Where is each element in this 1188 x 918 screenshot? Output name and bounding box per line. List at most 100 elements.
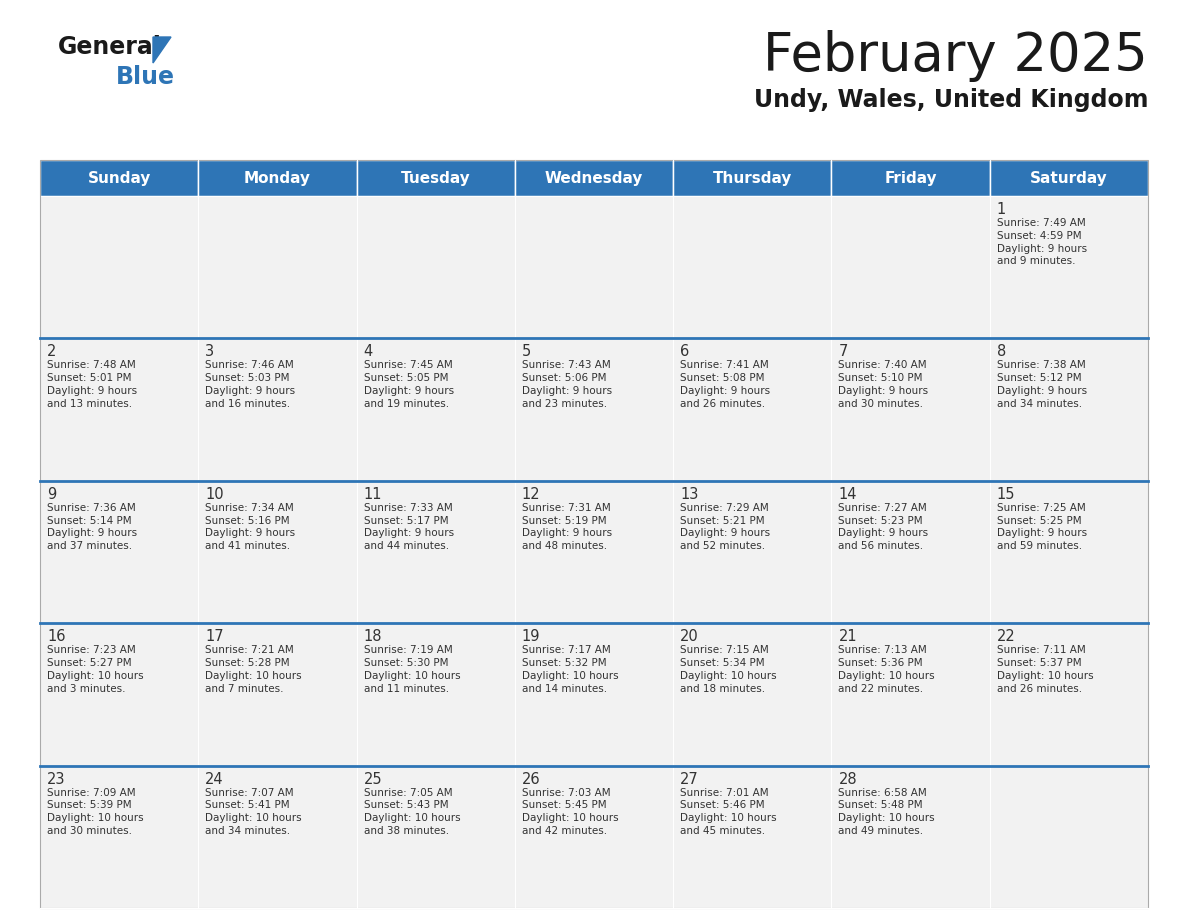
- Text: Sunrise: 7:31 AM
Sunset: 5:19 PM
Daylight: 9 hours
and 48 minutes.: Sunrise: 7:31 AM Sunset: 5:19 PM Dayligh…: [522, 503, 612, 551]
- Bar: [356, 160, 514, 196]
- Text: Sunrise: 7:38 AM
Sunset: 5:12 PM
Daylight: 9 hours
and 34 minutes.: Sunrise: 7:38 AM Sunset: 5:12 PM Dayligh…: [997, 361, 1087, 409]
- Text: Sunrise: 7:03 AM
Sunset: 5:45 PM
Daylight: 10 hours
and 42 minutes.: Sunrise: 7:03 AM Sunset: 5:45 PM Dayligh…: [522, 788, 619, 836]
- Text: Sunrise: 7:11 AM
Sunset: 5:37 PM
Daylight: 10 hours
and 26 minutes.: Sunrise: 7:11 AM Sunset: 5:37 PM Dayligh…: [997, 645, 1093, 694]
- Bar: [514, 339, 674, 481]
- Text: 4: 4: [364, 344, 373, 360]
- Bar: [356, 339, 514, 481]
- Polygon shape: [153, 37, 171, 63]
- Bar: [40, 160, 1148, 908]
- Text: 12: 12: [522, 487, 541, 502]
- Text: 17: 17: [206, 629, 223, 644]
- Text: Sunrise: 7:07 AM
Sunset: 5:41 PM
Daylight: 10 hours
and 34 minutes.: Sunrise: 7:07 AM Sunset: 5:41 PM Dayligh…: [206, 788, 302, 836]
- Bar: [832, 196, 990, 339]
- Text: 25: 25: [364, 772, 383, 787]
- Bar: [674, 766, 832, 908]
- Text: Sunrise: 7:21 AM
Sunset: 5:28 PM
Daylight: 10 hours
and 7 minutes.: Sunrise: 7:21 AM Sunset: 5:28 PM Dayligh…: [206, 645, 302, 694]
- Bar: [514, 481, 674, 623]
- Bar: [674, 160, 832, 196]
- Bar: [198, 623, 356, 766]
- Text: Sunrise: 7:49 AM
Sunset: 4:59 PM
Daylight: 9 hours
and 9 minutes.: Sunrise: 7:49 AM Sunset: 4:59 PM Dayligh…: [997, 218, 1087, 266]
- Bar: [198, 160, 356, 196]
- Bar: [198, 766, 356, 908]
- Text: Monday: Monday: [244, 171, 311, 185]
- Text: 6: 6: [681, 344, 689, 360]
- Text: Thursday: Thursday: [713, 171, 792, 185]
- Bar: [198, 339, 356, 481]
- Text: Sunrise: 7:33 AM
Sunset: 5:17 PM
Daylight: 9 hours
and 44 minutes.: Sunrise: 7:33 AM Sunset: 5:17 PM Dayligh…: [364, 503, 454, 551]
- Bar: [356, 623, 514, 766]
- Text: Sunrise: 7:19 AM
Sunset: 5:30 PM
Daylight: 10 hours
and 11 minutes.: Sunrise: 7:19 AM Sunset: 5:30 PM Dayligh…: [364, 645, 460, 694]
- Bar: [990, 766, 1148, 908]
- Text: 27: 27: [681, 772, 699, 787]
- Bar: [674, 339, 832, 481]
- Text: Sunrise: 7:15 AM
Sunset: 5:34 PM
Daylight: 10 hours
and 18 minutes.: Sunrise: 7:15 AM Sunset: 5:34 PM Dayligh…: [681, 645, 777, 694]
- Text: 28: 28: [839, 772, 857, 787]
- Text: Sunrise: 7:46 AM
Sunset: 5:03 PM
Daylight: 9 hours
and 16 minutes.: Sunrise: 7:46 AM Sunset: 5:03 PM Dayligh…: [206, 361, 296, 409]
- Text: Sunrise: 7:43 AM
Sunset: 5:06 PM
Daylight: 9 hours
and 23 minutes.: Sunrise: 7:43 AM Sunset: 5:06 PM Dayligh…: [522, 361, 612, 409]
- Text: 18: 18: [364, 629, 383, 644]
- Text: Undy, Wales, United Kingdom: Undy, Wales, United Kingdom: [753, 88, 1148, 112]
- Text: Sunrise: 6:58 AM
Sunset: 5:48 PM
Daylight: 10 hours
and 49 minutes.: Sunrise: 6:58 AM Sunset: 5:48 PM Dayligh…: [839, 788, 935, 836]
- Bar: [674, 196, 832, 339]
- Text: Wednesday: Wednesday: [545, 171, 643, 185]
- Text: 19: 19: [522, 629, 541, 644]
- Text: 15: 15: [997, 487, 1016, 502]
- Bar: [990, 196, 1148, 339]
- Bar: [356, 481, 514, 623]
- Bar: [674, 481, 832, 623]
- Bar: [514, 196, 674, 339]
- Text: Sunrise: 7:09 AM
Sunset: 5:39 PM
Daylight: 10 hours
and 30 minutes.: Sunrise: 7:09 AM Sunset: 5:39 PM Dayligh…: [48, 788, 144, 836]
- Text: Sunrise: 7:27 AM
Sunset: 5:23 PM
Daylight: 9 hours
and 56 minutes.: Sunrise: 7:27 AM Sunset: 5:23 PM Dayligh…: [839, 503, 929, 551]
- Text: 1: 1: [997, 202, 1006, 217]
- Text: Sunrise: 7:41 AM
Sunset: 5:08 PM
Daylight: 9 hours
and 26 minutes.: Sunrise: 7:41 AM Sunset: 5:08 PM Dayligh…: [681, 361, 770, 409]
- Text: February 2025: February 2025: [763, 30, 1148, 82]
- Bar: [514, 623, 674, 766]
- Text: Blue: Blue: [116, 65, 175, 89]
- Bar: [198, 481, 356, 623]
- Text: Sunrise: 7:17 AM
Sunset: 5:32 PM
Daylight: 10 hours
and 14 minutes.: Sunrise: 7:17 AM Sunset: 5:32 PM Dayligh…: [522, 645, 619, 694]
- Bar: [40, 339, 198, 481]
- Bar: [40, 766, 198, 908]
- Bar: [40, 623, 198, 766]
- Text: Sunrise: 7:13 AM
Sunset: 5:36 PM
Daylight: 10 hours
and 22 minutes.: Sunrise: 7:13 AM Sunset: 5:36 PM Dayligh…: [839, 645, 935, 694]
- Text: 22: 22: [997, 629, 1016, 644]
- Text: 14: 14: [839, 487, 857, 502]
- Bar: [990, 623, 1148, 766]
- Text: 13: 13: [681, 487, 699, 502]
- Text: 21: 21: [839, 629, 857, 644]
- Text: Sunrise: 7:34 AM
Sunset: 5:16 PM
Daylight: 9 hours
and 41 minutes.: Sunrise: 7:34 AM Sunset: 5:16 PM Dayligh…: [206, 503, 296, 551]
- Bar: [40, 481, 198, 623]
- Bar: [990, 160, 1148, 196]
- Text: 11: 11: [364, 487, 383, 502]
- Text: 23: 23: [48, 772, 65, 787]
- Text: Sunrise: 7:36 AM
Sunset: 5:14 PM
Daylight: 9 hours
and 37 minutes.: Sunrise: 7:36 AM Sunset: 5:14 PM Dayligh…: [48, 503, 137, 551]
- Text: Saturday: Saturday: [1030, 171, 1107, 185]
- Text: General: General: [58, 35, 162, 59]
- Text: Sunrise: 7:45 AM
Sunset: 5:05 PM
Daylight: 9 hours
and 19 minutes.: Sunrise: 7:45 AM Sunset: 5:05 PM Dayligh…: [364, 361, 454, 409]
- Text: 9: 9: [48, 487, 56, 502]
- Bar: [674, 623, 832, 766]
- Text: 8: 8: [997, 344, 1006, 360]
- Text: Sunday: Sunday: [88, 171, 151, 185]
- Text: 16: 16: [48, 629, 65, 644]
- Bar: [990, 339, 1148, 481]
- Text: Sunrise: 7:48 AM
Sunset: 5:01 PM
Daylight: 9 hours
and 13 minutes.: Sunrise: 7:48 AM Sunset: 5:01 PM Dayligh…: [48, 361, 137, 409]
- Bar: [356, 766, 514, 908]
- Text: 24: 24: [206, 772, 223, 787]
- Bar: [198, 196, 356, 339]
- Text: 7: 7: [839, 344, 848, 360]
- Text: Sunrise: 7:40 AM
Sunset: 5:10 PM
Daylight: 9 hours
and 30 minutes.: Sunrise: 7:40 AM Sunset: 5:10 PM Dayligh…: [839, 361, 929, 409]
- Text: 20: 20: [681, 629, 699, 644]
- Text: 26: 26: [522, 772, 541, 787]
- Text: Sunrise: 7:05 AM
Sunset: 5:43 PM
Daylight: 10 hours
and 38 minutes.: Sunrise: 7:05 AM Sunset: 5:43 PM Dayligh…: [364, 788, 460, 836]
- Bar: [40, 196, 198, 339]
- Bar: [514, 160, 674, 196]
- Text: 2: 2: [48, 344, 56, 360]
- Bar: [990, 481, 1148, 623]
- Bar: [832, 766, 990, 908]
- Text: Sunrise: 7:25 AM
Sunset: 5:25 PM
Daylight: 9 hours
and 59 minutes.: Sunrise: 7:25 AM Sunset: 5:25 PM Dayligh…: [997, 503, 1087, 551]
- Bar: [40, 160, 198, 196]
- Bar: [514, 766, 674, 908]
- Text: 3: 3: [206, 344, 214, 360]
- Bar: [832, 160, 990, 196]
